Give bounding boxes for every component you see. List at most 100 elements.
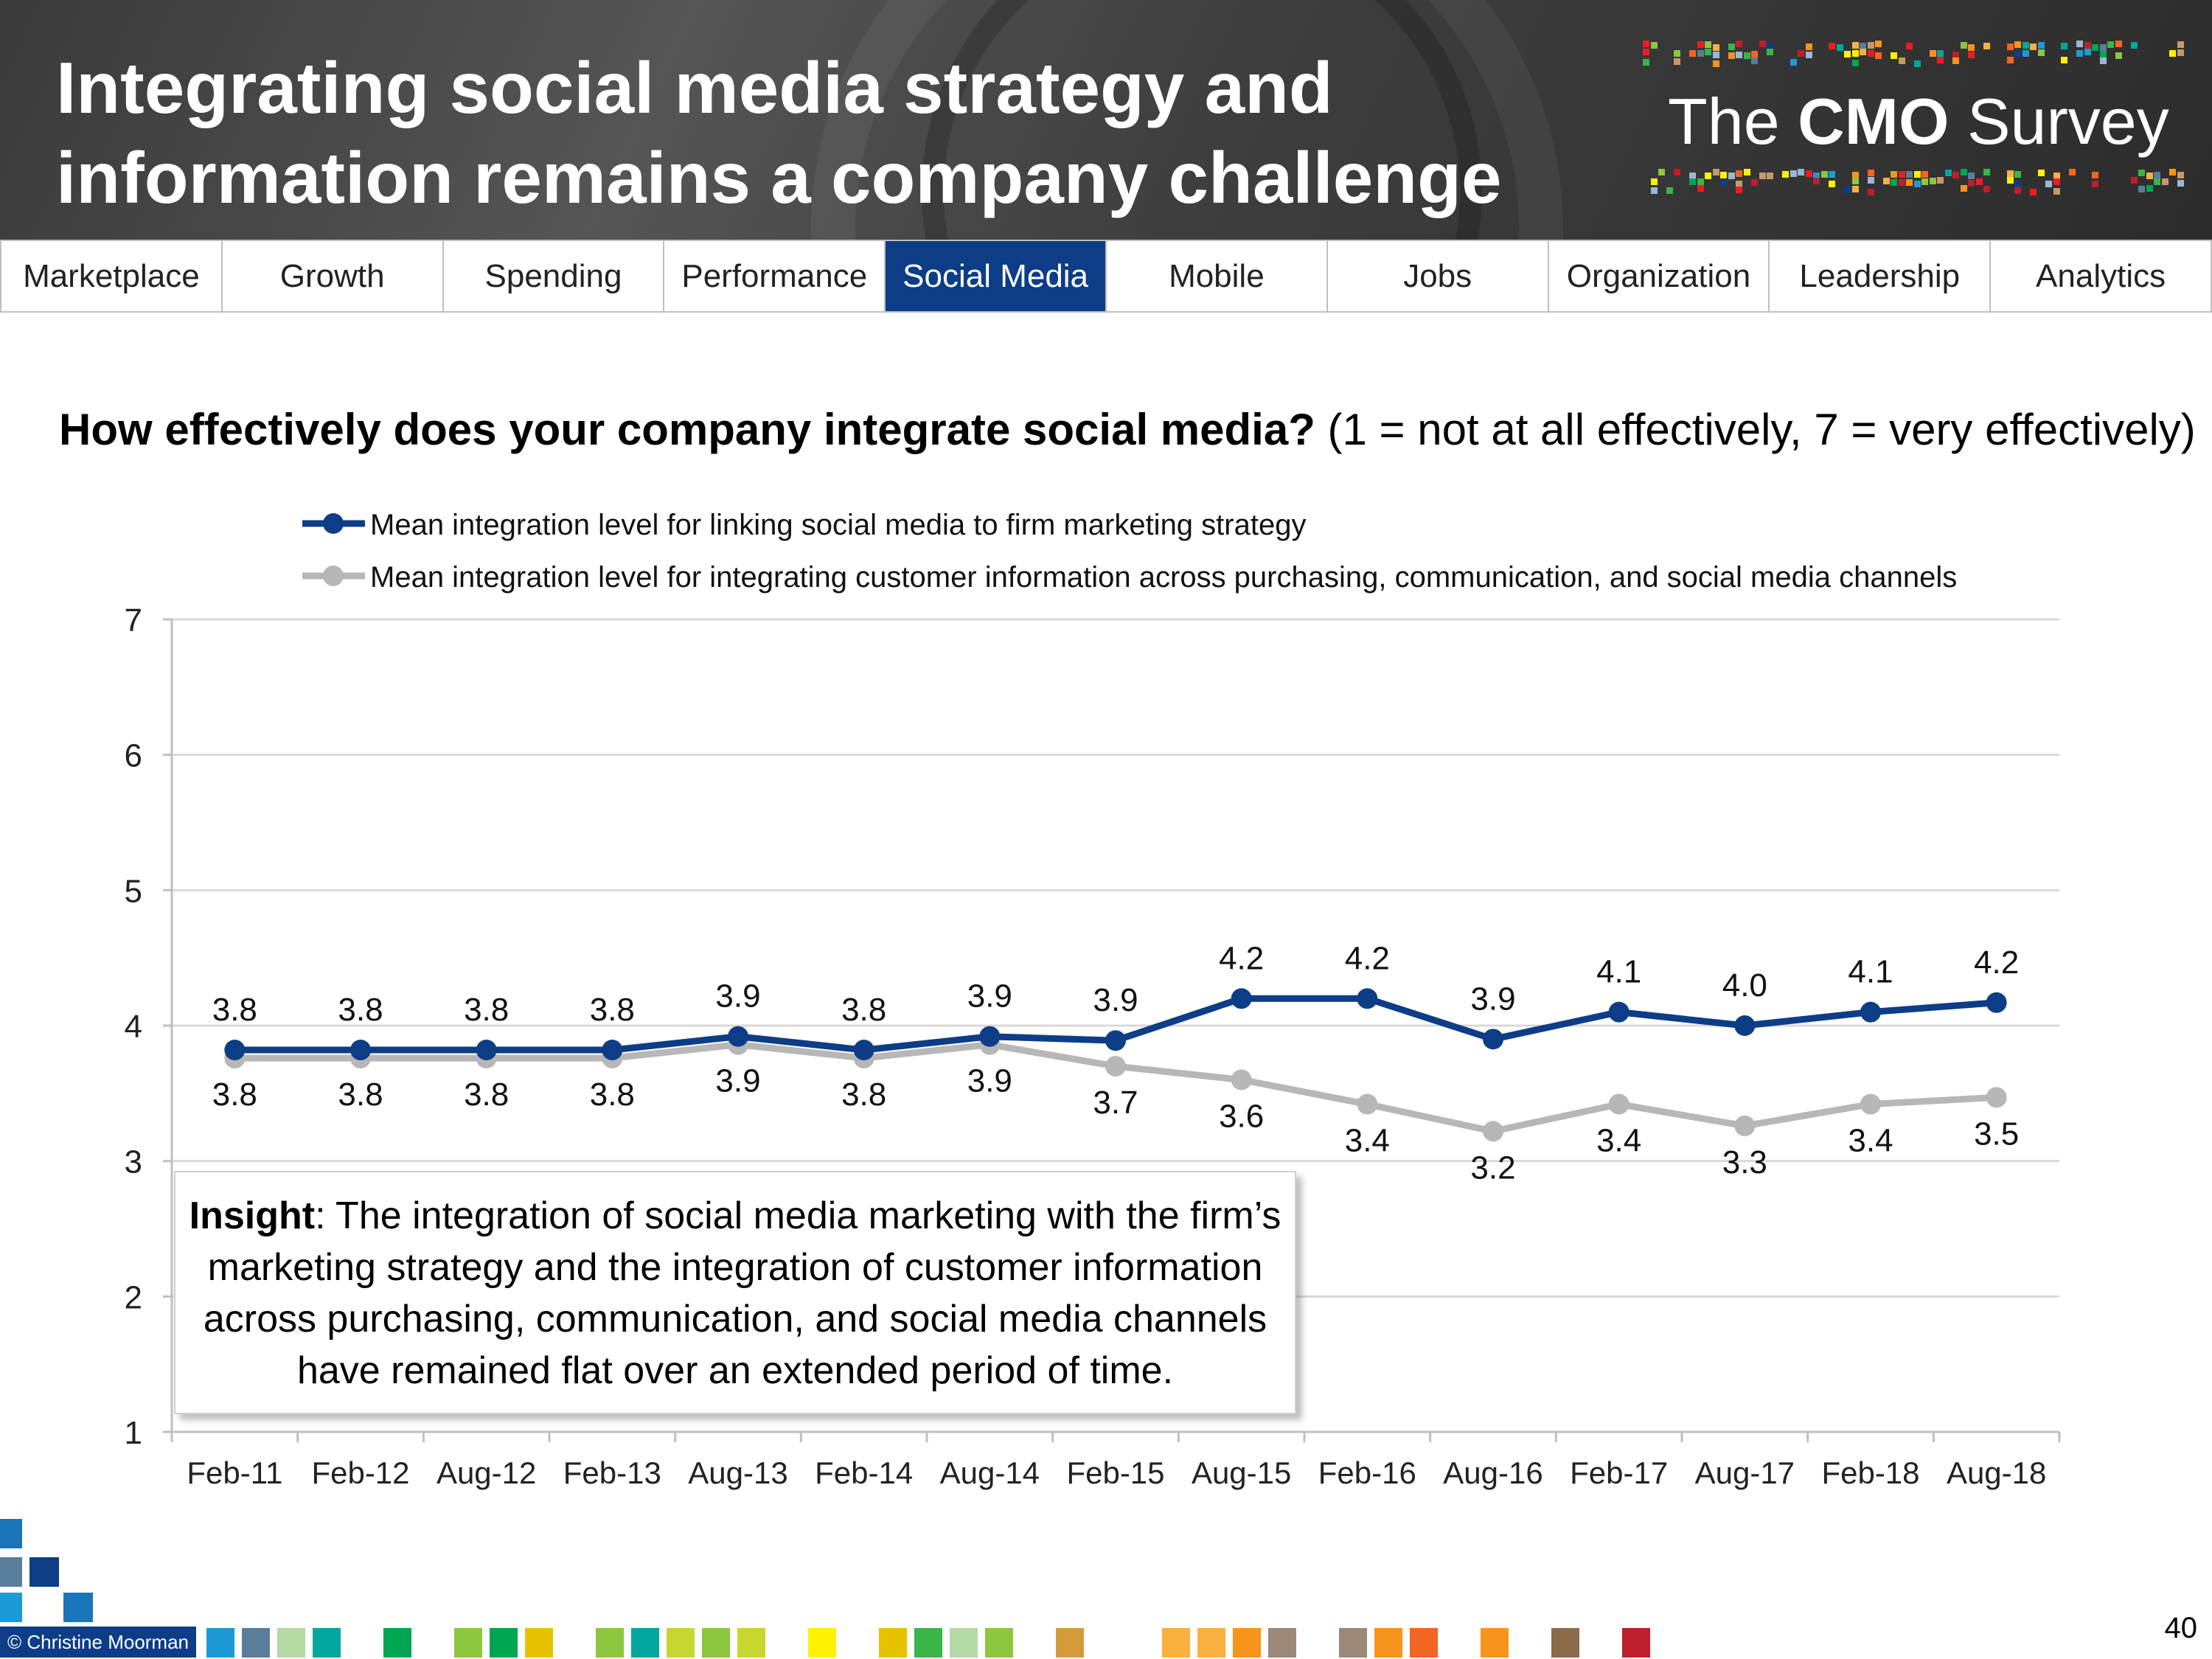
footer-square <box>914 1628 942 1658</box>
data-label-series-2: 3.3 <box>1722 1144 1767 1180</box>
logo-pixel <box>1728 52 1735 59</box>
logo-pixel <box>1960 169 1967 175</box>
data-label-series-1: 3.8 <box>212 992 257 1028</box>
logo-pixel <box>1829 43 1835 49</box>
logo-pixel <box>1882 178 1890 184</box>
data-label-series-2: 3.4 <box>1596 1123 1641 1159</box>
logo-pixel <box>1944 170 1952 176</box>
logo-pixel <box>1960 185 1967 192</box>
logo-pixel <box>2177 49 2184 56</box>
logo-pixel <box>1836 44 1843 51</box>
data-point-series-2 <box>1986 1087 2007 1108</box>
data-label-series-2: 3.6 <box>1219 1098 1264 1134</box>
logo-pixel <box>1860 43 1866 49</box>
tab-organization[interactable]: Organization <box>1548 240 1770 311</box>
y-tick-label: 2 <box>125 1279 142 1315</box>
data-point-series-2 <box>1231 1069 1252 1091</box>
tab-marketplace[interactable]: Marketplace <box>0 240 223 311</box>
page-title-line2: information remains a company challenge <box>56 137 1502 218</box>
logo-pixel <box>2092 181 2098 187</box>
legend-label: Mean integration level for integrating c… <box>370 561 1957 594</box>
data-label-series-2: 3.9 <box>967 1063 1012 1099</box>
footer-square <box>631 1628 659 1658</box>
footer-square <box>490 1628 518 1658</box>
logo-pixel <box>2076 41 2083 47</box>
logo-pixel <box>2154 178 2160 185</box>
logo-pixel <box>1643 49 1649 55</box>
x-tick-label: Feb-15 <box>1066 1455 1164 1490</box>
logo-pixel <box>2092 44 2098 51</box>
footer-square <box>1551 1628 1579 1658</box>
tab-mobile[interactable]: Mobile <box>1106 240 1328 311</box>
logo-pixel <box>1952 58 1959 64</box>
y-tick-label: 3 <box>125 1144 142 1180</box>
logo-pixel <box>1790 170 1797 177</box>
logo-pixel <box>1674 58 1680 65</box>
y-tick-label: 4 <box>125 1009 142 1045</box>
logo-pixel <box>1782 171 1789 178</box>
logo-pixel <box>1844 187 1851 193</box>
logo-pixel <box>2053 173 2060 179</box>
data-label-series-2: 3.8 <box>841 1077 886 1113</box>
tab-jobs[interactable]: Jobs <box>1327 240 1549 311</box>
tab-social-media[interactable]: Social Media <box>886 240 1107 311</box>
tab-leadership[interactable]: Leadership <box>1770 240 1992 311</box>
logo-pixel <box>1875 52 1882 59</box>
x-tick-label: Feb-13 <box>563 1455 661 1490</box>
logo-pixel <box>1820 171 1828 178</box>
logo-pixel <box>2014 41 2021 48</box>
page-title-line1: Integrating social media strategy and <box>56 47 1333 128</box>
logo-pixel <box>1658 169 1665 175</box>
logo-pixel <box>1898 58 1905 64</box>
survey-question: How effectively does your company integr… <box>59 404 2196 455</box>
logo-pixel <box>2130 42 2138 49</box>
logo-pixel <box>1975 178 1983 185</box>
logo-pixel <box>1712 169 1719 175</box>
logo-pixel <box>1674 50 1680 57</box>
footer-square <box>454 1628 482 1658</box>
x-tick-label: Feb-18 <box>1821 1455 1919 1490</box>
logo-pixel <box>2154 172 2160 178</box>
logo-pixel <box>2115 52 2122 59</box>
x-tick-label: Feb-12 <box>311 1455 409 1490</box>
footer-square <box>29 1557 59 1587</box>
logo-pixel <box>2092 172 2098 178</box>
logo-pixel <box>1983 169 1990 175</box>
footer-square <box>0 1593 22 1622</box>
legend-swatch-marker <box>323 513 344 534</box>
logo-pixel <box>1851 178 1859 184</box>
header-banner: Integrating social media strategy and in… <box>0 0 2212 240</box>
logo-pixel <box>1968 180 1975 187</box>
x-tick-label: Aug-13 <box>688 1455 787 1490</box>
logo-pixel <box>1689 173 1696 179</box>
logo-pixel <box>1813 178 1820 184</box>
logo-pixel <box>2014 51 2021 58</box>
x-tick-label: Aug-18 <box>1947 1455 2046 1490</box>
tab-performance[interactable]: Performance <box>664 240 886 311</box>
logo-pixel <box>1829 171 1835 178</box>
logo-pixel <box>1983 43 1990 49</box>
logo-pixel <box>2022 50 2029 57</box>
insight-text: : The integration of social media market… <box>203 1194 1281 1392</box>
data-point-series-1 <box>979 1026 1001 1047</box>
logo-pixel <box>1767 173 1773 179</box>
data-label-series-1: 4.1 <box>1596 954 1641 990</box>
logo-pixel <box>2138 170 2145 176</box>
logo-pixel <box>2045 181 2052 187</box>
data-label-series-2: 3.8 <box>338 1077 383 1113</box>
data-label-series-2: 3.4 <box>1848 1123 1893 1159</box>
data-label-series-2: 3.2 <box>1470 1150 1515 1186</box>
logo-pixel <box>2169 50 2176 57</box>
y-tick-label: 1 <box>125 1415 142 1451</box>
tab-analytics[interactable]: Analytics <box>1991 240 2212 311</box>
logo-pixel <box>1851 50 1859 57</box>
logo-pixel <box>1712 44 1719 51</box>
footer-square <box>667 1628 695 1658</box>
tab-spending[interactable]: Spending <box>443 240 665 311</box>
logo-pixel <box>1767 49 1773 55</box>
logo-pixel <box>1937 50 1944 57</box>
logo-pixel <box>1805 52 1812 58</box>
logo-pixel <box>2053 188 2060 195</box>
logo-pixel <box>1952 52 1959 58</box>
tab-growth[interactable]: Growth <box>222 240 444 311</box>
